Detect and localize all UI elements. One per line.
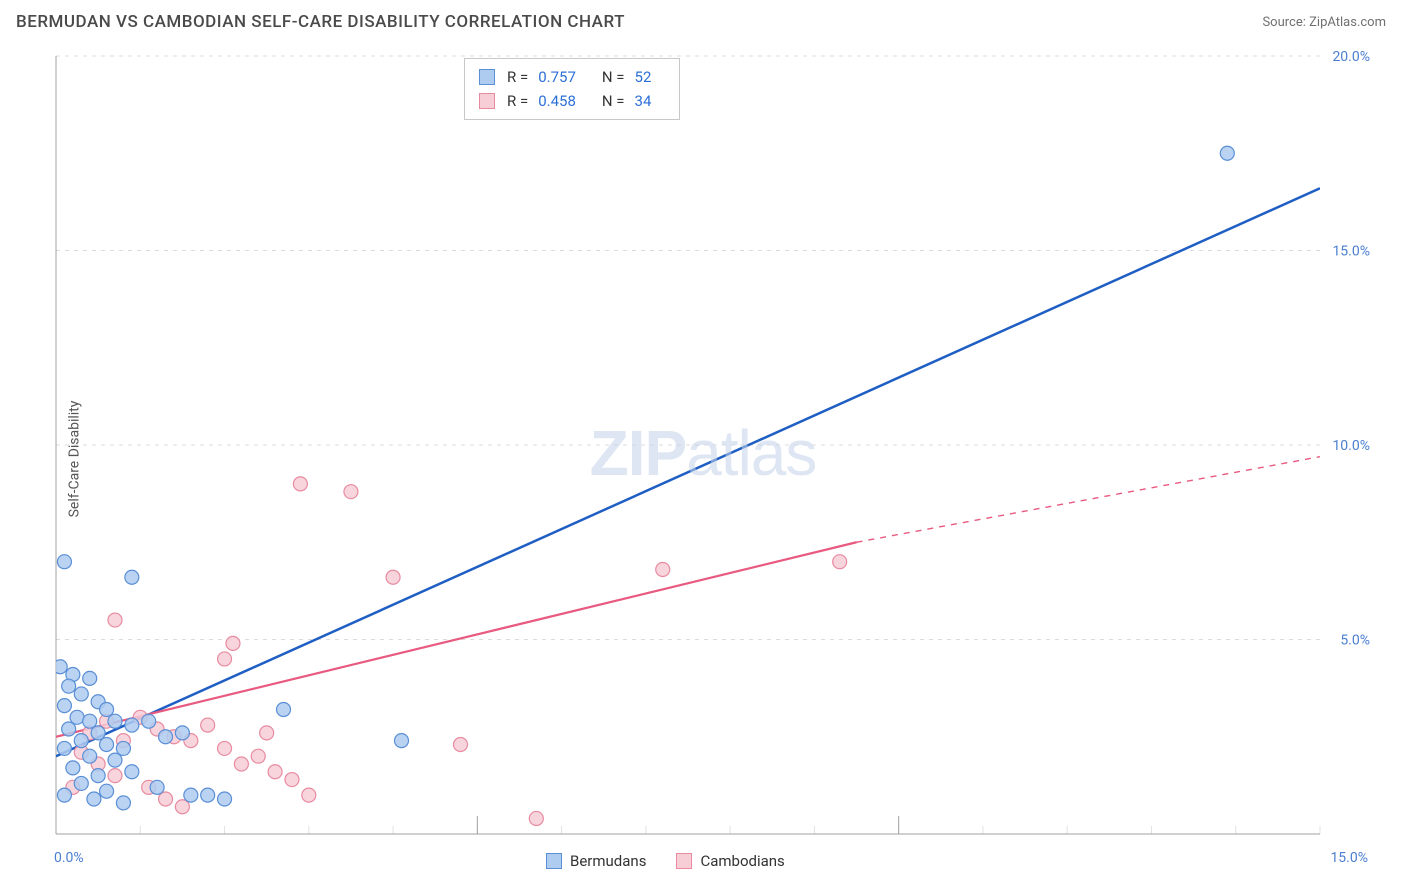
swatch-pink-icon xyxy=(676,853,692,869)
swatch-blue xyxy=(479,69,495,85)
legend-label-blue: Bermudans xyxy=(570,852,646,870)
svg-text:15.0%: 15.0% xyxy=(1330,850,1368,866)
source-attribution: Source: ZipAtlas.com xyxy=(1262,15,1386,30)
legend-label-pink: Cambodians xyxy=(700,852,784,870)
svg-text:15.0%: 15.0% xyxy=(1332,244,1370,260)
stats-legend: R = 0.757 N = 52 R = 0.458 N = 34 xyxy=(464,58,680,120)
scatter-chart: 5.0% 10.0% 15.0% 20.0% 0.0% 15.0% xyxy=(16,42,1390,876)
stats-row-pink: R = 0.458 N = 34 xyxy=(479,89,665,113)
r-value-pink: 0.458 xyxy=(538,89,576,113)
n-label-blue: N = xyxy=(602,65,625,89)
svg-text:20.0%: 20.0% xyxy=(1332,49,1370,65)
chart-title: BERMUDAN VS CAMBODIAN SELF-CARE DISABILI… xyxy=(16,12,625,32)
source-link[interactable]: ZipAtlas.com xyxy=(1309,15,1386,30)
svg-text:0.0%: 0.0% xyxy=(54,850,84,866)
series-legend: Bermudans Cambodians xyxy=(546,852,785,870)
r-value-blue: 0.757 xyxy=(538,65,576,89)
legend-item-blue: Bermudans xyxy=(546,852,646,870)
source-label: Source: xyxy=(1262,15,1305,30)
chart-container: Self-Care Disability ZIPatlas 5.0%10.0%1… xyxy=(16,42,1390,876)
svg-text:10.0%: 10.0% xyxy=(1332,438,1370,454)
swatch-pink xyxy=(479,93,495,109)
stats-row-blue: R = 0.757 N = 52 xyxy=(479,65,665,89)
n-value-pink: 34 xyxy=(635,89,652,113)
y-axis-label: Self-Care Disability xyxy=(66,401,82,518)
n-label-pink: N = xyxy=(602,89,625,113)
svg-text:5.0%: 5.0% xyxy=(1340,633,1370,649)
swatch-blue-icon xyxy=(546,853,562,869)
r-label-pink: R = xyxy=(507,89,528,113)
legend-item-pink: Cambodians xyxy=(676,852,784,870)
r-label-blue: R = xyxy=(507,65,528,89)
n-value-blue: 52 xyxy=(635,65,652,89)
